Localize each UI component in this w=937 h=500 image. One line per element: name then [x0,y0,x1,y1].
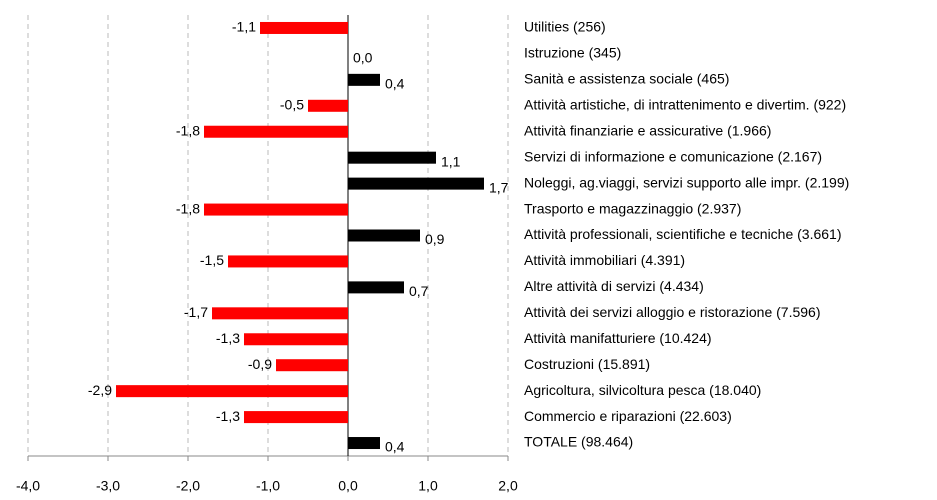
x-tick-label: -2,0 [176,478,200,494]
category-label: Utilities (256) [524,19,606,35]
data-label: 0,0 [353,50,373,66]
data-label: 1,1 [441,153,461,169]
category-label: Altre attività di servizi (4.434) [524,278,704,294]
data-label: -1,7 [184,304,208,320]
data-label: -2,9 [88,382,112,398]
category-label: Sanità e assistenza sociale (465) [524,71,729,87]
data-label: -1,3 [216,330,240,346]
bar [348,151,436,164]
category-label: Attività finanziarie e assicurative (1.9… [524,122,771,138]
x-tick-label: 1,0 [418,478,438,494]
data-label: 1,7 [489,179,509,195]
data-label: 0,7 [409,283,429,299]
bar [348,229,420,242]
data-label: -1,1 [232,19,256,35]
category-label: Trasporto e magazzinaggio (2.937) [524,200,741,216]
data-label: -1,8 [176,122,200,138]
data-label: 0,4 [385,439,405,455]
bar [348,281,404,294]
category-label: Costruzioni (15.891) [524,356,650,372]
bar [348,177,484,190]
category-label: Noleggi, ag.viaggi, servizi supporto all… [524,174,849,190]
data-label: -1,3 [216,408,240,424]
bar [244,333,348,346]
category-label: Commercio e riparazioni (22.603) [524,408,732,424]
category-label: TOTALE (98.464) [524,434,633,450]
data-label: -1,5 [200,252,224,268]
category-label: Attività artistiche, di intrattenimento … [524,96,846,112]
category-label: Attività dei servizi alloggio e ristoraz… [524,304,820,320]
x-tick-label: -4,0 [16,478,40,494]
bar [212,307,348,320]
category-label: Attività manifatturiere (10.424) [524,330,712,346]
bar [348,437,380,450]
bar [228,255,348,268]
bar [116,385,348,398]
category-label: Attività immobiliari (4.391) [524,252,685,268]
data-label: -0,5 [280,96,304,112]
bar [308,99,348,112]
bar [260,21,348,34]
bar [204,203,348,216]
bar [348,73,380,86]
data-label: 0,9 [425,231,445,247]
data-label: -0,9 [248,356,272,372]
data-label: -1,8 [176,200,200,216]
category-label: Attività professionali, scientifiche e t… [524,226,842,242]
x-tick-label: -3,0 [96,478,120,494]
bar [204,125,348,138]
x-tick-label: 0,0 [338,478,358,494]
x-tick-label: 2,0 [498,478,518,494]
x-tick-label: -1,0 [256,478,280,494]
category-label: Agricoltura, silvicoltura pesca (18.040) [524,382,761,398]
category-label: Istruzione (345) [524,45,621,61]
bar [276,359,348,372]
data-label: 0,4 [385,76,405,92]
bar [244,411,348,424]
category-label: Servizi di informazione e comunicazione … [524,148,822,164]
